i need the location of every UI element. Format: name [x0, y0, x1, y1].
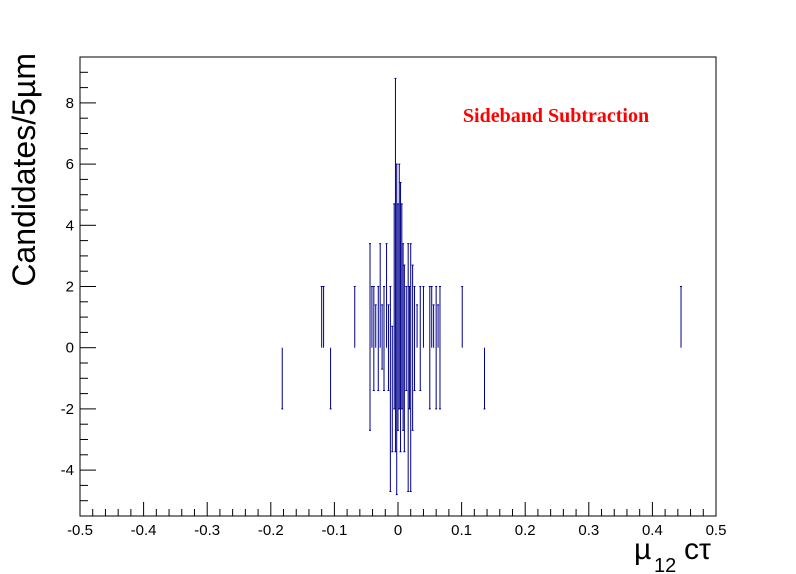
x-tick-label: 0.4 — [642, 522, 663, 539]
histogram-bin — [353, 286, 356, 348]
x-tick-label: -0.3 — [194, 522, 220, 539]
y-tick-label: 0 — [66, 340, 74, 357]
histogram-bin — [381, 304, 384, 370]
x-axis-title: µ 12 cτ — [634, 533, 711, 574]
histogram-bin — [407, 243, 410, 493]
x-tick-label: 0.5 — [706, 522, 727, 539]
x-tick-label: -0.1 — [321, 522, 347, 539]
x-tick-label: -0.2 — [258, 522, 284, 539]
histogram-bin — [369, 243, 372, 431]
histogram-bin — [387, 304, 390, 392]
histogram-bin — [435, 286, 438, 410]
x-axis-tick-labels: -0.5 -0.4 -0.3 -0.2 -0.1 0 0.1 0.2 0.3 0.4 0.5 — [67, 522, 726, 539]
histogram-bin — [398, 163, 401, 410]
y-tick-label: 8 — [66, 95, 74, 112]
x-tick-label: 0.2 — [515, 522, 536, 539]
histogram-bin — [374, 304, 377, 348]
annotation-label: Sideband Subtraction — [463, 105, 649, 127]
histogram-bin — [399, 181, 402, 453]
histogram-bin — [372, 286, 375, 392]
x-tick-label: 0.1 — [451, 522, 472, 539]
histogram-bin — [329, 347, 332, 410]
histogram-bin — [413, 286, 416, 392]
histogram-bin — [438, 286, 441, 410]
x-tick-label: -0.5 — [67, 522, 93, 539]
y-axis-ticks — [80, 56, 96, 517]
histogram-bin — [403, 264, 406, 453]
histogram-bin — [397, 203, 399, 431]
histogram-bin — [430, 286, 433, 348]
y-axis-title: Candidates/5µm — [6, 53, 42, 287]
histogram-bin — [405, 286, 408, 392]
histogram-bin — [411, 264, 414, 431]
histogram-bin — [389, 286, 392, 493]
histogram-bin — [370, 286, 373, 348]
x-tick-label: -0.4 — [131, 522, 157, 539]
histogram-bin — [394, 77, 397, 453]
histogram-bin — [281, 347, 284, 410]
histogram-bin — [461, 286, 464, 348]
y-tick-label: -4 — [61, 462, 74, 479]
histogram-bin — [408, 286, 411, 410]
y-tick-label: -2 — [61, 401, 74, 418]
histogram-bin — [379, 243, 382, 348]
y-tick-label: 6 — [66, 156, 74, 173]
x-tick-label: 0 — [394, 522, 402, 539]
histogram-bin — [395, 163, 398, 496]
histogram-bin — [483, 347, 486, 410]
histogram-bin — [437, 304, 440, 348]
y-tick-label: 4 — [66, 217, 74, 234]
histogram-bin — [416, 304, 419, 348]
histogram-bin — [391, 325, 394, 453]
histogram-bin — [320, 286, 323, 348]
histogram-bin — [393, 203, 396, 410]
histogram-bin — [385, 243, 388, 348]
histogram-bin — [428, 286, 431, 410]
histogram-bins — [281, 77, 683, 496]
x-axis-ticks — [79, 502, 717, 516]
histogram-bin — [422, 286, 425, 348]
histogram-bin — [432, 304, 435, 348]
x-axis-title-subscript: 12 — [654, 555, 676, 574]
histogram-bin — [402, 243, 405, 431]
histogram-bin — [383, 286, 386, 392]
x-tick-label: 0.3 — [578, 522, 599, 539]
y-axis-tick-labels: -4 -2 0 2 4 6 8 — [61, 95, 74, 479]
y-tick-label: 2 — [66, 279, 74, 296]
histogram-bin — [419, 286, 422, 392]
x-axis-title-ctau: cτ — [684, 533, 711, 566]
histogram-bin — [322, 286, 325, 348]
histogram-bin — [377, 286, 380, 392]
histogram-bin — [680, 286, 683, 348]
histogram-bin — [409, 243, 412, 493]
x-axis-title-mu: µ — [634, 533, 651, 566]
histogram-bin — [400, 203, 403, 410]
